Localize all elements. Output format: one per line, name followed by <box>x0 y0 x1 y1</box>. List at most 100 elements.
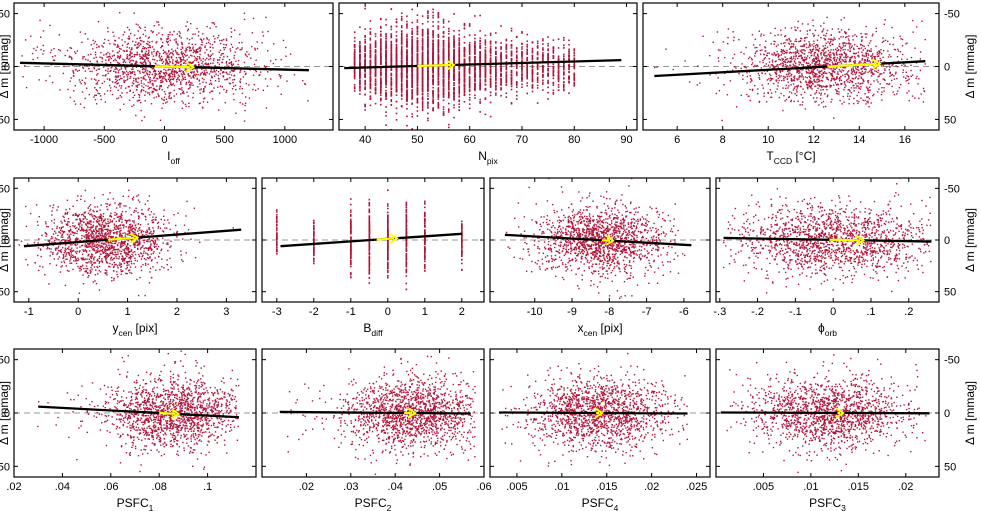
scatter-point <box>116 76 118 78</box>
scatter-point <box>113 43 115 45</box>
scatter-point <box>416 81 419 84</box>
scatter-point <box>199 89 201 91</box>
y-tick-label: 50 <box>0 114 10 126</box>
scatter-point <box>400 87 403 89</box>
scatter-point <box>82 56 84 58</box>
scatter-point <box>213 41 216 43</box>
scatter-point <box>129 57 131 59</box>
scatter-point <box>180 37 182 39</box>
scatter-point <box>192 46 194 49</box>
scatter-point <box>421 47 424 49</box>
scatter-point <box>427 52 429 55</box>
scatter-point <box>94 99 97 101</box>
scatter-point <box>82 66 84 68</box>
scatter-point <box>143 116 146 118</box>
scatter-point <box>442 35 445 38</box>
scatter-point <box>521 30 523 33</box>
scatter-point <box>526 53 529 55</box>
scatter-point <box>432 71 434 74</box>
scatter-point <box>442 106 445 108</box>
scatter-point <box>168 76 171 79</box>
scatter-point <box>234 84 237 87</box>
scatter-point <box>437 101 440 104</box>
scatter-point <box>468 66 471 69</box>
scatter-point <box>500 66 502 68</box>
scatter-point <box>432 81 434 84</box>
scatter-point <box>437 69 440 72</box>
scatter-point <box>154 74 156 77</box>
scatter-point <box>152 58 154 61</box>
scatter-point <box>437 96 440 98</box>
scatter-point <box>447 79 450 81</box>
scatter-point <box>182 77 184 80</box>
scatter-point <box>204 59 207 61</box>
scatter-point <box>374 49 377 51</box>
scatter-point <box>148 73 151 76</box>
scatter-point <box>114 71 117 73</box>
scatter-point <box>171 70 174 73</box>
scatter-point <box>149 71 151 74</box>
scatter-point <box>169 60 171 63</box>
scatter-point <box>119 94 122 97</box>
scatter-point <box>432 30 434 32</box>
scatter-point <box>91 48 94 50</box>
scatter-point <box>380 47 382 49</box>
scatter-point <box>153 25 155 27</box>
scatter-point <box>213 58 215 60</box>
scatter-point <box>437 28 440 30</box>
scatter-point <box>83 106 85 109</box>
scatter-point <box>111 65 113 68</box>
scatter-point <box>400 57 403 60</box>
scatter-point <box>197 61 200 64</box>
scatter-point <box>353 57 356 59</box>
scatter-point <box>203 90 205 92</box>
scatter-point <box>123 71 125 73</box>
scatter-point <box>169 81 172 84</box>
scatter-point <box>206 72 208 74</box>
scatter-point <box>115 71 117 74</box>
scatter-point <box>442 76 445 78</box>
scatter-point <box>468 90 471 92</box>
scatter-point <box>406 33 408 36</box>
scatter-point <box>145 35 147 37</box>
scatter-point <box>149 81 151 84</box>
scatter-point <box>119 54 122 57</box>
scatter-point <box>390 100 393 103</box>
scatter-point <box>142 76 145 79</box>
scatter-point <box>141 47 144 50</box>
scatter-point <box>217 71 220 73</box>
scatter-point <box>201 71 204 74</box>
scatter-point <box>364 54 366 57</box>
scatter-point <box>259 74 261 76</box>
scatter-point <box>261 31 264 33</box>
scatter-point <box>453 57 455 59</box>
scatter-point <box>442 95 445 98</box>
scatter-point <box>421 109 424 112</box>
scatter-point <box>364 42 366 44</box>
scatter-point <box>185 55 187 57</box>
scatter-point <box>364 40 366 43</box>
scatter-point <box>129 76 132 78</box>
scatter-point <box>427 12 429 14</box>
scatter-point <box>411 74 413 77</box>
scatter-point <box>374 71 377 74</box>
scatter-point <box>416 59 419 61</box>
scatter-point <box>82 67 85 69</box>
scatter-point <box>395 31 398 33</box>
scatter-point <box>273 43 275 45</box>
scatter-point <box>479 57 481 59</box>
scatter-point <box>123 81 126 84</box>
scatter-point <box>140 43 142 46</box>
scatter-point <box>124 41 126 43</box>
scatter-point <box>131 59 133 61</box>
scatter-point <box>35 49 37 52</box>
scatter-point <box>385 55 387 58</box>
scatter-point <box>80 82 82 85</box>
scatter-point <box>364 50 366 52</box>
scatter-point <box>205 42 208 45</box>
scatter-point <box>280 58 282 61</box>
scatter-point <box>385 93 387 96</box>
scatter-point <box>416 27 419 30</box>
scatter-point <box>156 89 158 91</box>
scatter-point <box>458 59 461 61</box>
